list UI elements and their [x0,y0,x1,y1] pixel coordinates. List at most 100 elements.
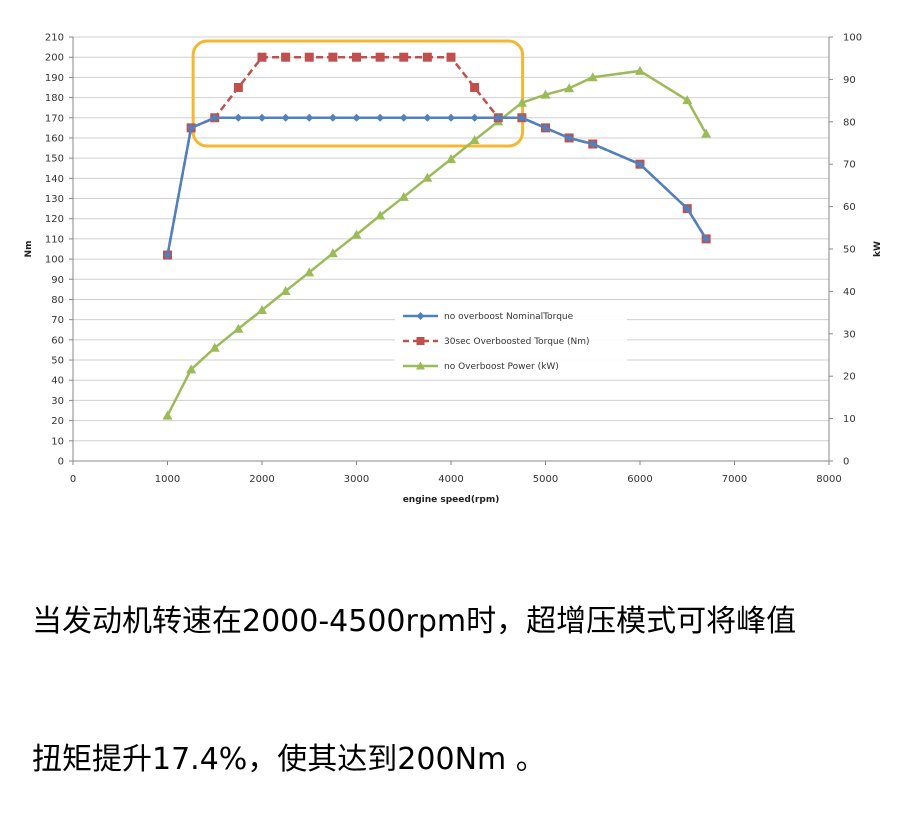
point-series-1-6 [304,52,314,62]
y-tick-label-21: 210 [45,33,64,44]
y-tick-label-0: 0 [58,457,64,468]
gridlines [73,36,829,462]
y2-tick-label-0: 0 [843,457,849,468]
point-series-0-3 [234,113,243,122]
point-series-0-1 [187,123,196,132]
point-series-1-3 [233,82,243,92]
point-series-2-17 [564,83,575,93]
x-tick-label-5: 5000 [533,474,558,485]
legend-marker-series-1 [416,337,425,345]
point-series-1-5 [281,52,291,62]
point-series-0-16 [541,123,550,132]
point-series-2-12 [446,154,456,164]
point-series-0-10 [399,113,408,122]
point-series-0-6 [305,113,314,122]
point-series-2-0 [162,410,173,420]
torque-power-chart: 0102030405060708090100110120130140150160… [24,33,883,506]
x-axis-title: engine speed(rpm) [403,495,500,505]
y2-axis-title: kW [873,241,883,257]
point-series-0-21 [702,234,711,243]
y-tick-label-3: 30 [51,396,64,407]
point-series-1-13 [470,82,480,92]
y-tick-label-17: 170 [45,113,64,124]
y-tick-label-20: 200 [45,53,64,64]
caption: 当发动机转速在2000-4500rpm时，超增压模式可将峰值 扭矩提升17.4%… [32,507,902,829]
y-tick-label-19: 190 [45,73,64,84]
point-series-1-7 [328,52,338,62]
point-series-0-18 [588,140,597,149]
y-tick-label-10: 100 [45,255,64,266]
series-1 [163,52,711,260]
caption-line-1: 当发动机转速在2000-4500rpm时，超增压模式可将峰值 [32,604,797,639]
point-series-0-14 [494,113,503,122]
point-series-2-3 [233,323,244,333]
series-layer [162,52,712,420]
point-series-2-5 [280,285,291,295]
point-series-2-19 [635,65,645,75]
point-series-2-20 [682,95,693,105]
y-tick-label-12: 120 [45,214,64,225]
point-series-0-19 [636,160,644,169]
point-series-2-4 [257,305,267,315]
point-series-0-2 [210,113,219,122]
y-axis-title: Nm [24,241,34,258]
point-series-0-17 [565,133,574,142]
x-tick-label-4: 4000 [438,474,463,485]
point-series-2-16 [540,89,551,99]
series-0 [163,113,711,260]
point-series-0-20 [683,204,692,213]
x-tick-label-1: 1000 [155,474,180,485]
y2-tick-label-8: 80 [843,117,856,128]
y-tick-label-18: 180 [45,93,64,104]
axes [69,36,833,465]
point-series-1-11 [422,52,432,62]
legend-label-series-1: 30sec Overboosted Torque (Nm) [444,337,590,347]
series-line-1 [166,55,708,256]
x-tick-label-7: 7000 [722,474,747,485]
x-tick-label-8: 8000 [816,474,841,485]
y-tick-label-14: 140 [45,174,64,185]
series-line-0 [166,116,708,256]
point-series-2-21 [701,128,712,138]
point-series-0-15 [517,113,526,122]
point-series-1-9 [375,52,385,62]
series-line-2 [166,69,708,417]
y2-tick-label-5: 50 [843,245,856,256]
y-tick-label-2: 20 [51,416,64,427]
y-tick-label-11: 110 [45,234,64,245]
legend-label-series-2: no Overboost Power (kW) [444,362,559,372]
point-series-0-9 [376,113,385,122]
y-tick-label-8: 80 [51,295,64,306]
point-series-0-5 [281,113,290,122]
point-series-2-7 [327,248,338,258]
x-tick-label-3: 3000 [344,474,369,485]
highlight-rect [191,39,525,148]
point-series-1-12 [446,52,456,62]
y2-tick-label-7: 70 [843,160,856,171]
y-tick-label-9: 90 [51,275,64,286]
legend-marker-series-0 [416,312,425,320]
point-series-2-10 [398,191,409,201]
y-tick-label-4: 40 [51,376,64,387]
y2-tick-label-10: 100 [843,33,862,44]
y2-tick-label-1: 10 [843,414,856,425]
point-series-0-13 [470,113,479,122]
y2-tick-label-2: 20 [843,372,856,383]
y2-tick-label-4: 40 [843,287,856,298]
legend-marker-series-2 [416,361,425,370]
point-series-0-4 [258,113,266,122]
x-tick-label-0: 0 [70,474,76,485]
point-series-0-8 [352,113,361,122]
x-tick-label-6: 6000 [627,474,652,485]
y-tick-label-13: 130 [45,194,64,205]
point-series-1-8 [352,52,361,62]
point-series-2-6 [304,267,315,277]
point-series-2-1 [186,364,197,374]
y-tick-label-15: 150 [45,154,64,165]
y-tick-label-6: 60 [51,335,64,346]
point-series-0-11 [423,113,432,122]
y-tick-label-7: 70 [51,315,64,326]
y-tick-label-5: 50 [51,356,64,367]
legend-label-series-0: no overboost NominalTorque [444,312,574,322]
point-series-2-8 [351,229,362,239]
